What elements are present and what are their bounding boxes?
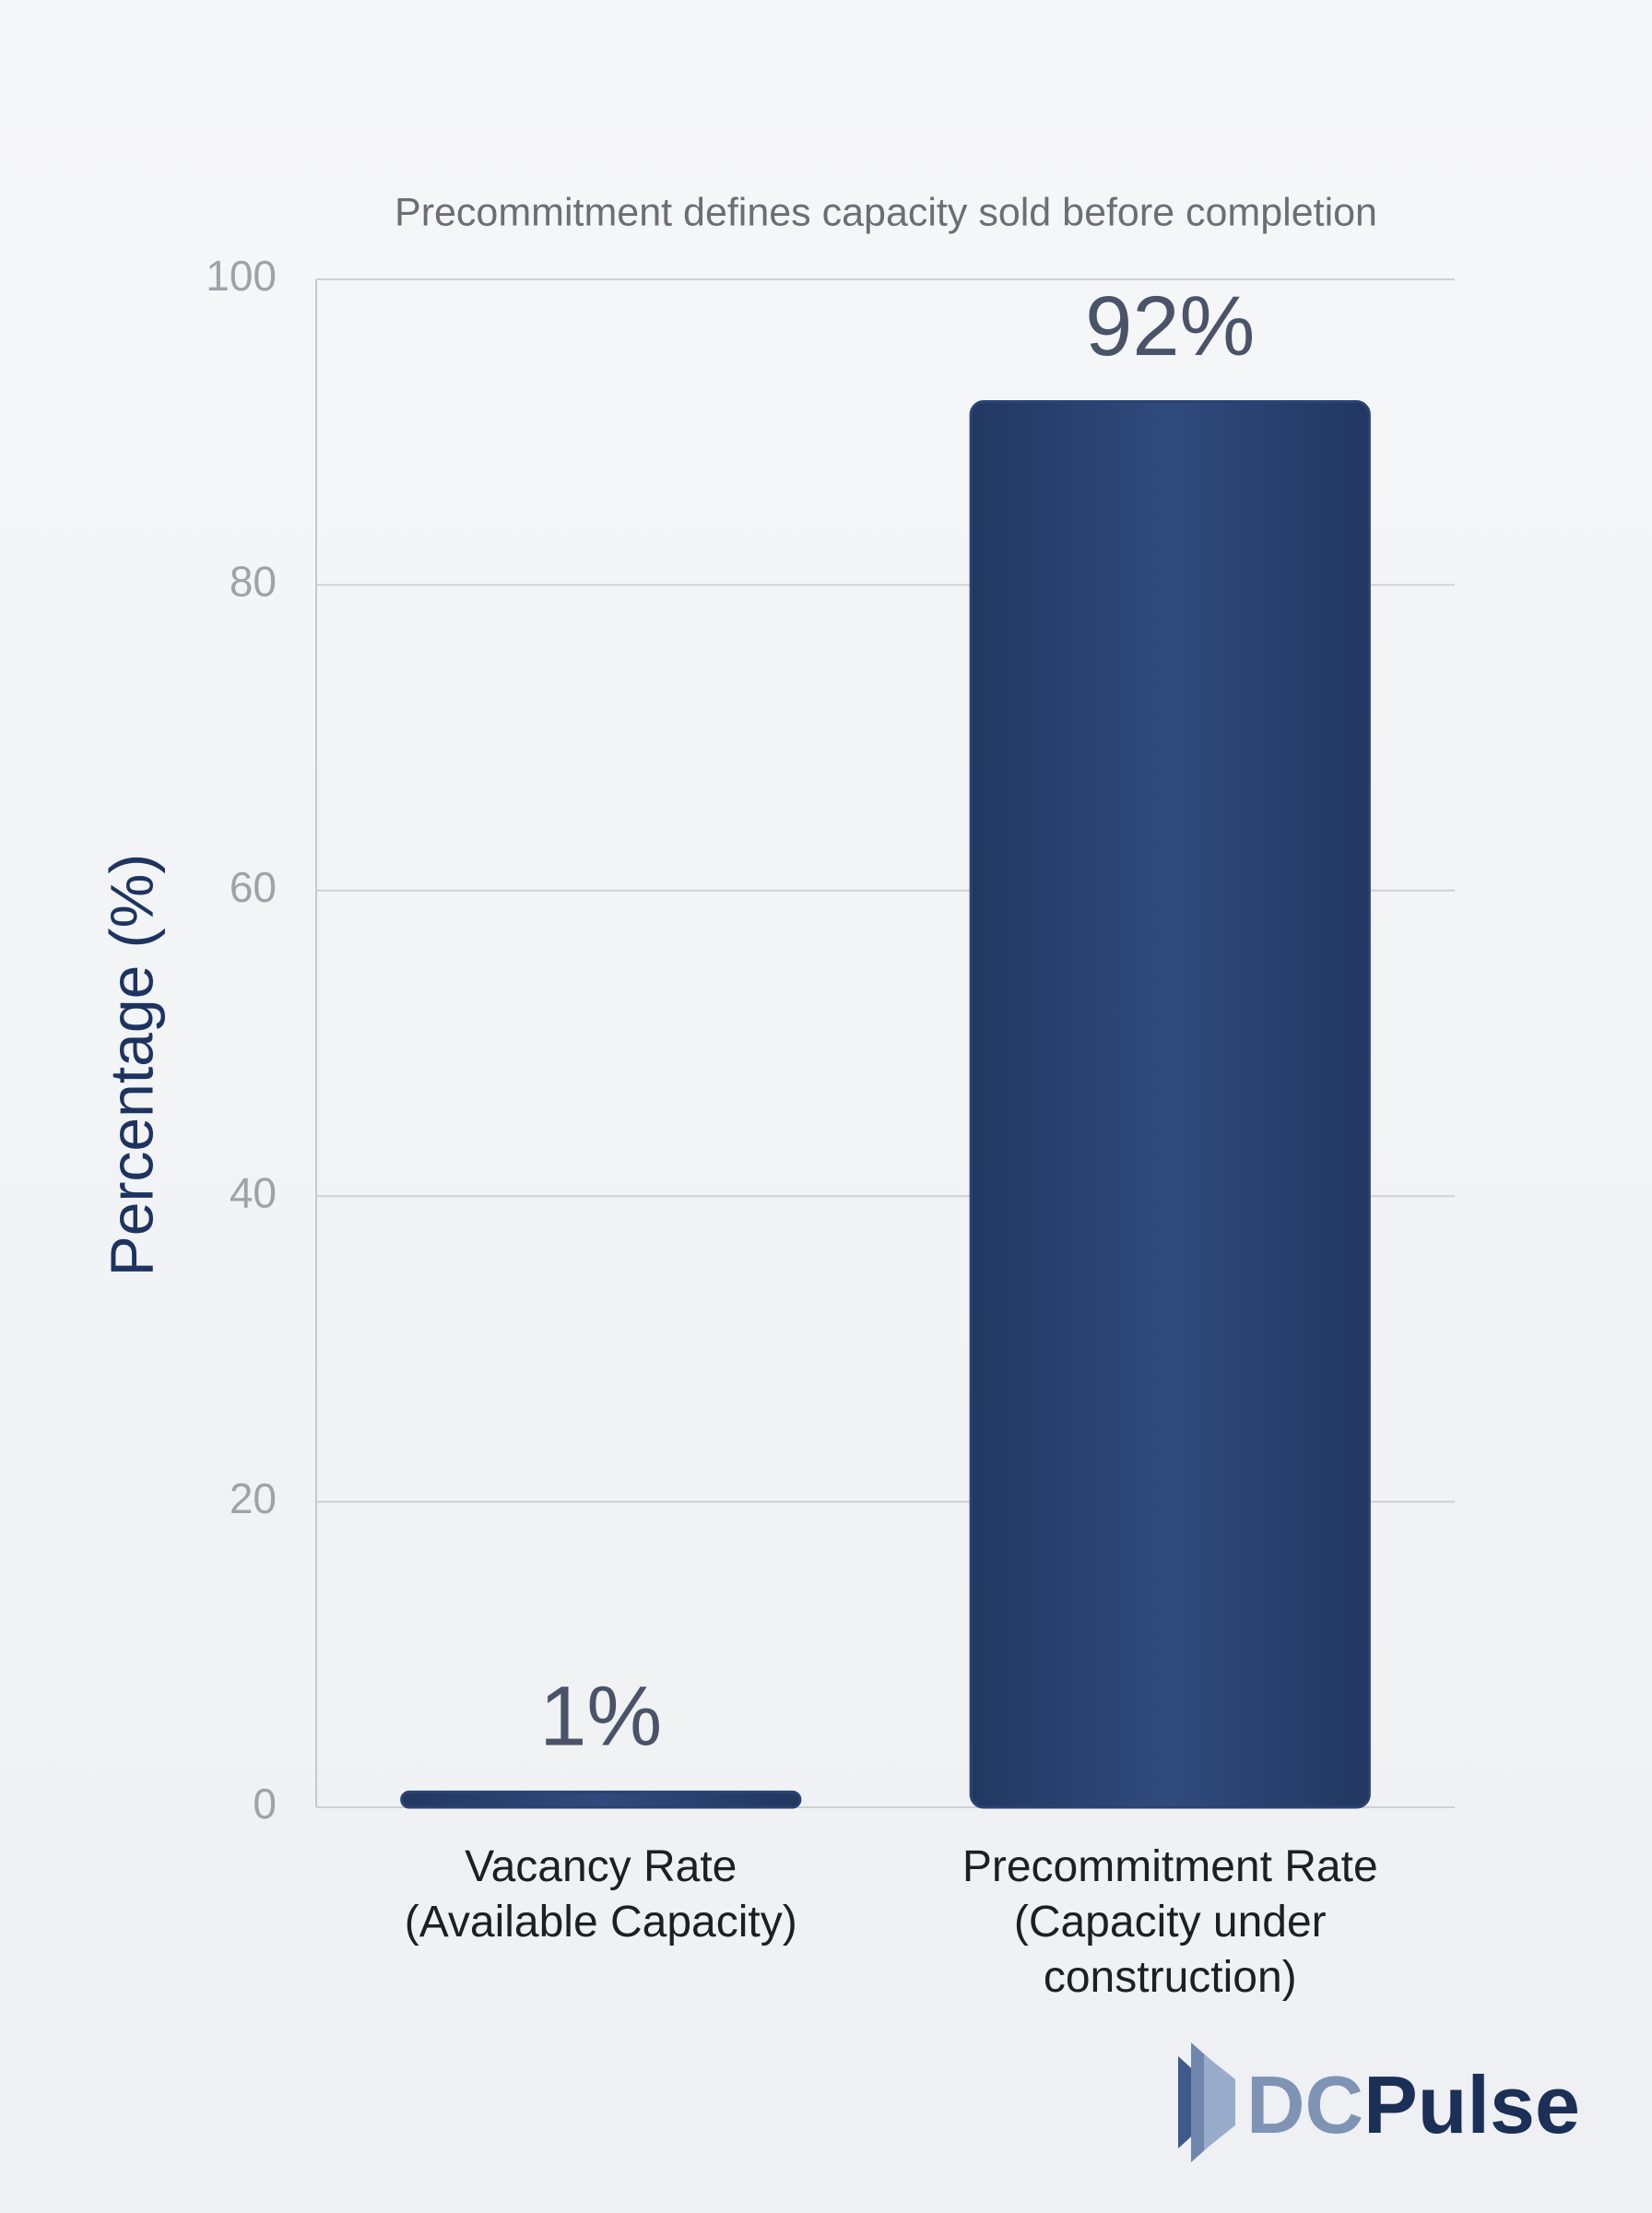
y-tick-label: 20	[230, 1474, 277, 1522]
bar	[400, 1790, 802, 1809]
chart-title: Precommitment defines capacity sold befo…	[395, 190, 1377, 234]
bar	[969, 400, 1371, 1809]
y-tick-label: 0	[253, 1780, 277, 1828]
logo-text: DCPulse	[1246, 2059, 1580, 2150]
logo: DCPulse	[1178, 2042, 1580, 2162]
logo-icon	[1204, 2054, 1235, 2150]
x-tick-label: Precommitment Rate (Capacity under const…	[962, 1842, 1378, 2002]
y-axis-label: Percentage (%)	[97, 854, 165, 1277]
y-tick-label: 100	[206, 252, 277, 300]
y-tick-label: 40	[230, 1168, 277, 1216]
x-tick-label: Vacancy Rate (Available Capacity)	[404, 1842, 797, 1947]
y-tick-label: 80	[230, 558, 277, 606]
y-tick-label: 60	[230, 863, 277, 911]
logo-part: Pulse	[1363, 2059, 1580, 2150]
value-label: 1%	[539, 1670, 662, 1764]
value-label: 92%	[1085, 279, 1255, 373]
logo-part: DC	[1246, 2059, 1363, 2150]
